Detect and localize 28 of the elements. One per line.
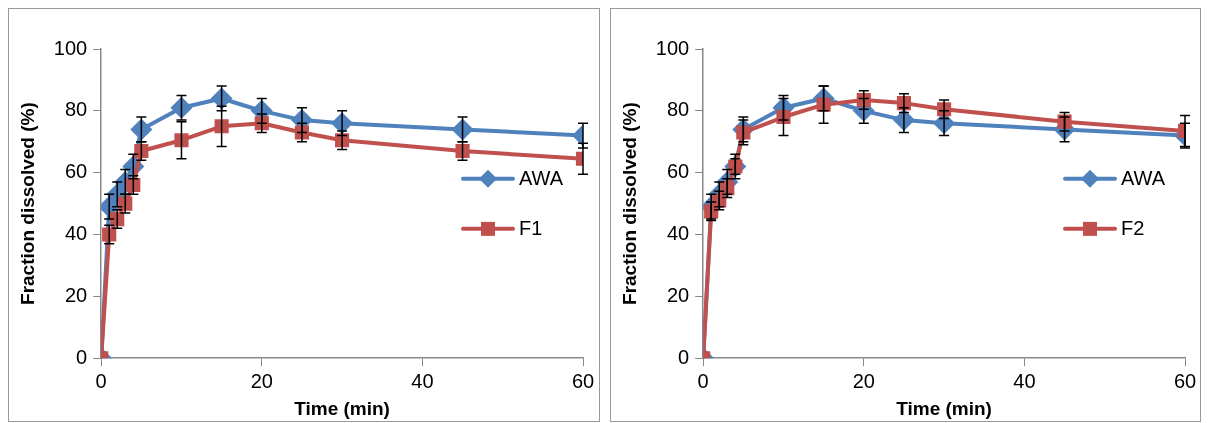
y-tick-label: 0 [76,345,88,368]
x-tick-label: 60 [1173,369,1196,392]
x-axis-title: Time (min) [294,397,390,419]
y-tick-label: 60 [666,160,689,183]
x-tick-label: 60 [571,369,595,392]
y-tick-label: 100 [53,36,88,59]
y-axis-title: Fraction dissolved (%) [16,102,38,305]
y-tick-label: 0 [677,345,689,368]
y-axis-title: Fraction dissolved (%) [618,102,640,305]
y-tick-label: 20 [64,283,88,306]
legend-label: AWA [519,167,564,190]
x-tick-label: 20 [852,369,875,392]
x-tick-label: 0 [95,369,107,392]
legend-label: F2 [1120,217,1144,240]
y-tick-label: 40 [666,222,689,245]
y-tick-label: 100 [655,36,689,59]
legend-label: AWA [1120,167,1166,190]
legend-label: F1 [519,217,543,240]
y-tick-label: 80 [666,98,689,121]
x-tick-label: 40 [411,369,434,392]
y-tick-label: 20 [666,283,689,306]
x-tick-label: 0 [697,369,709,392]
x-tick-label: 40 [1012,369,1036,392]
x-tick-label: 20 [250,369,273,392]
y-tick-label: 60 [64,160,88,183]
y-tick-label: 40 [64,222,88,245]
x-axis-title: Time (min) [895,397,992,419]
y-tick-label: 80 [64,98,88,121]
